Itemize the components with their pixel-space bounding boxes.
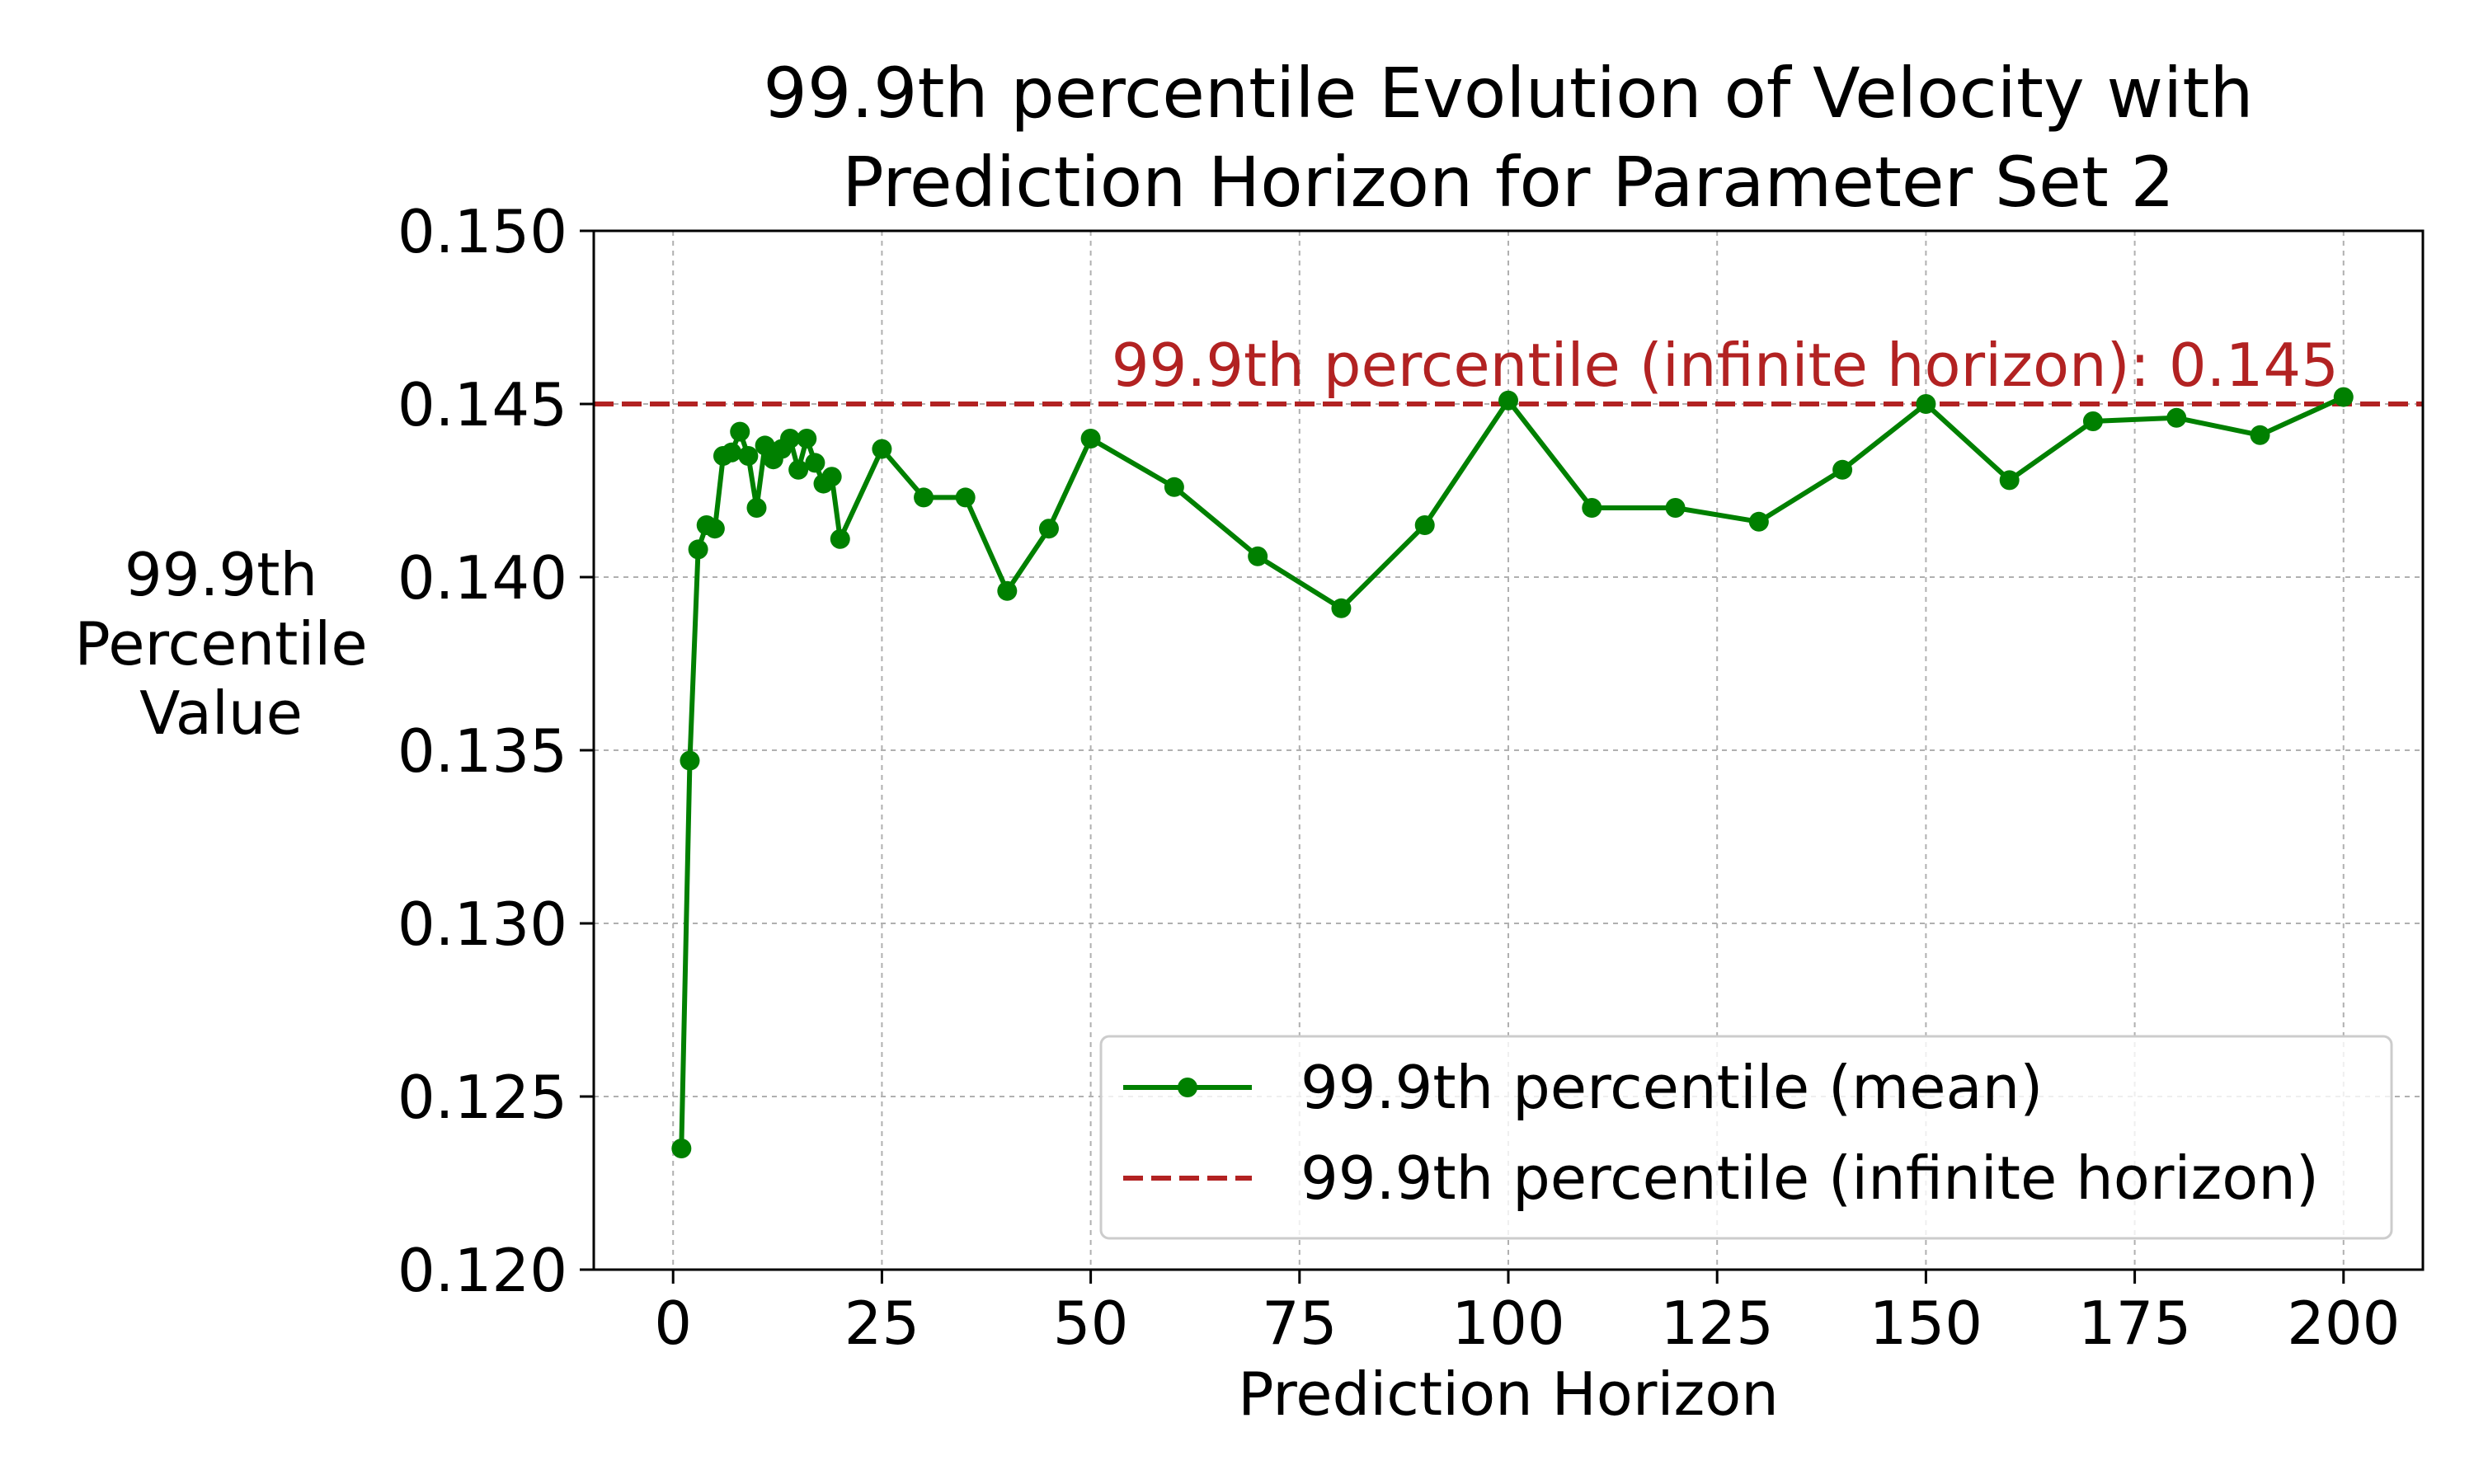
x-tick-label: 0 xyxy=(654,1289,692,1358)
data-point xyxy=(738,446,759,466)
data-point xyxy=(730,421,750,442)
data-point xyxy=(914,487,934,508)
y-tick-label: 0.130 xyxy=(397,890,567,959)
x-tick-label: 75 xyxy=(1262,1289,1338,1358)
data-point xyxy=(1916,394,1936,414)
data-point xyxy=(2333,387,2354,407)
data-point xyxy=(805,453,825,473)
data-point xyxy=(704,519,725,539)
data-point xyxy=(1248,546,1268,566)
data-point xyxy=(1164,477,1184,497)
data-point xyxy=(1080,429,1101,448)
data-point xyxy=(722,442,742,463)
data-point xyxy=(830,528,850,549)
data-point xyxy=(2166,407,2187,428)
x-axis-ticks: 0 25 50 75 100 125 150 175 200 xyxy=(654,1270,2401,1358)
y-axis-label-line-3: Value xyxy=(139,679,303,748)
annotation-label: 99.9th percentile (infinite horizon): 0.… xyxy=(1112,331,2339,400)
data-point xyxy=(872,439,892,459)
data-point xyxy=(2250,425,2270,445)
data-point xyxy=(2082,411,2103,431)
y-axis-label-line-2: Percentile xyxy=(74,609,367,679)
data-point xyxy=(1038,519,1059,539)
data-point xyxy=(1331,598,1352,618)
y-tick-label: 0.135 xyxy=(397,716,567,786)
legend: 99.9th percentile (mean) 99.9th percenti… xyxy=(1099,1035,2393,1240)
x-tick-label: 175 xyxy=(2078,1289,2191,1358)
data-point xyxy=(688,539,708,560)
chart-title-line-1: 99.9th percentile Evolution of Velocity … xyxy=(763,53,2253,134)
data-point xyxy=(746,498,767,518)
x-tick-label: 25 xyxy=(844,1289,920,1358)
legend-label-infinite: 99.9th percentile (infinite horizon) xyxy=(1300,1144,2319,1213)
data-point xyxy=(1414,515,1435,535)
series-layer xyxy=(671,387,2354,1158)
legend-marker-mean xyxy=(1178,1078,1197,1097)
data-point xyxy=(1832,459,1853,480)
x-tick-label: 150 xyxy=(1870,1289,1982,1358)
data-point xyxy=(1582,498,1602,518)
data-point xyxy=(797,429,817,448)
data-point xyxy=(1665,498,1686,518)
y-axis-ticks: 0.120 0.125 0.130 0.135 0.140 0.145 0.150 xyxy=(397,197,594,1305)
data-point xyxy=(680,750,700,771)
y-tick-label: 0.125 xyxy=(397,1063,567,1132)
data-point xyxy=(997,580,1018,601)
data-point xyxy=(1999,470,2020,491)
x-tick-label: 100 xyxy=(1451,1289,1564,1358)
x-axis-label: Prediction Horizon xyxy=(1238,1360,1779,1429)
chart-title-line-2: Prediction Horizon for Parameter Set 2 xyxy=(842,142,2175,223)
x-tick-label: 200 xyxy=(2287,1289,2400,1358)
data-point xyxy=(955,487,976,508)
y-axis-label-line-1: 99.9th xyxy=(125,540,317,609)
data-point xyxy=(1748,511,1769,532)
data-point xyxy=(780,429,801,448)
data-point xyxy=(821,467,842,487)
data-point xyxy=(671,1139,692,1158)
y-tick-label: 0.145 xyxy=(397,370,567,439)
legend-box xyxy=(1099,1035,2393,1240)
y-tick-label: 0.140 xyxy=(397,543,567,613)
legend-label-mean: 99.9th percentile (mean) xyxy=(1300,1053,2043,1122)
y-tick-label: 0.150 xyxy=(397,197,567,266)
data-point xyxy=(1498,390,1518,411)
y-tick-label: 0.120 xyxy=(397,1236,567,1305)
x-tick-label: 125 xyxy=(1660,1289,1773,1358)
data-point xyxy=(788,459,809,480)
x-tick-label: 50 xyxy=(1053,1289,1129,1358)
plot-frame xyxy=(592,229,2425,1271)
